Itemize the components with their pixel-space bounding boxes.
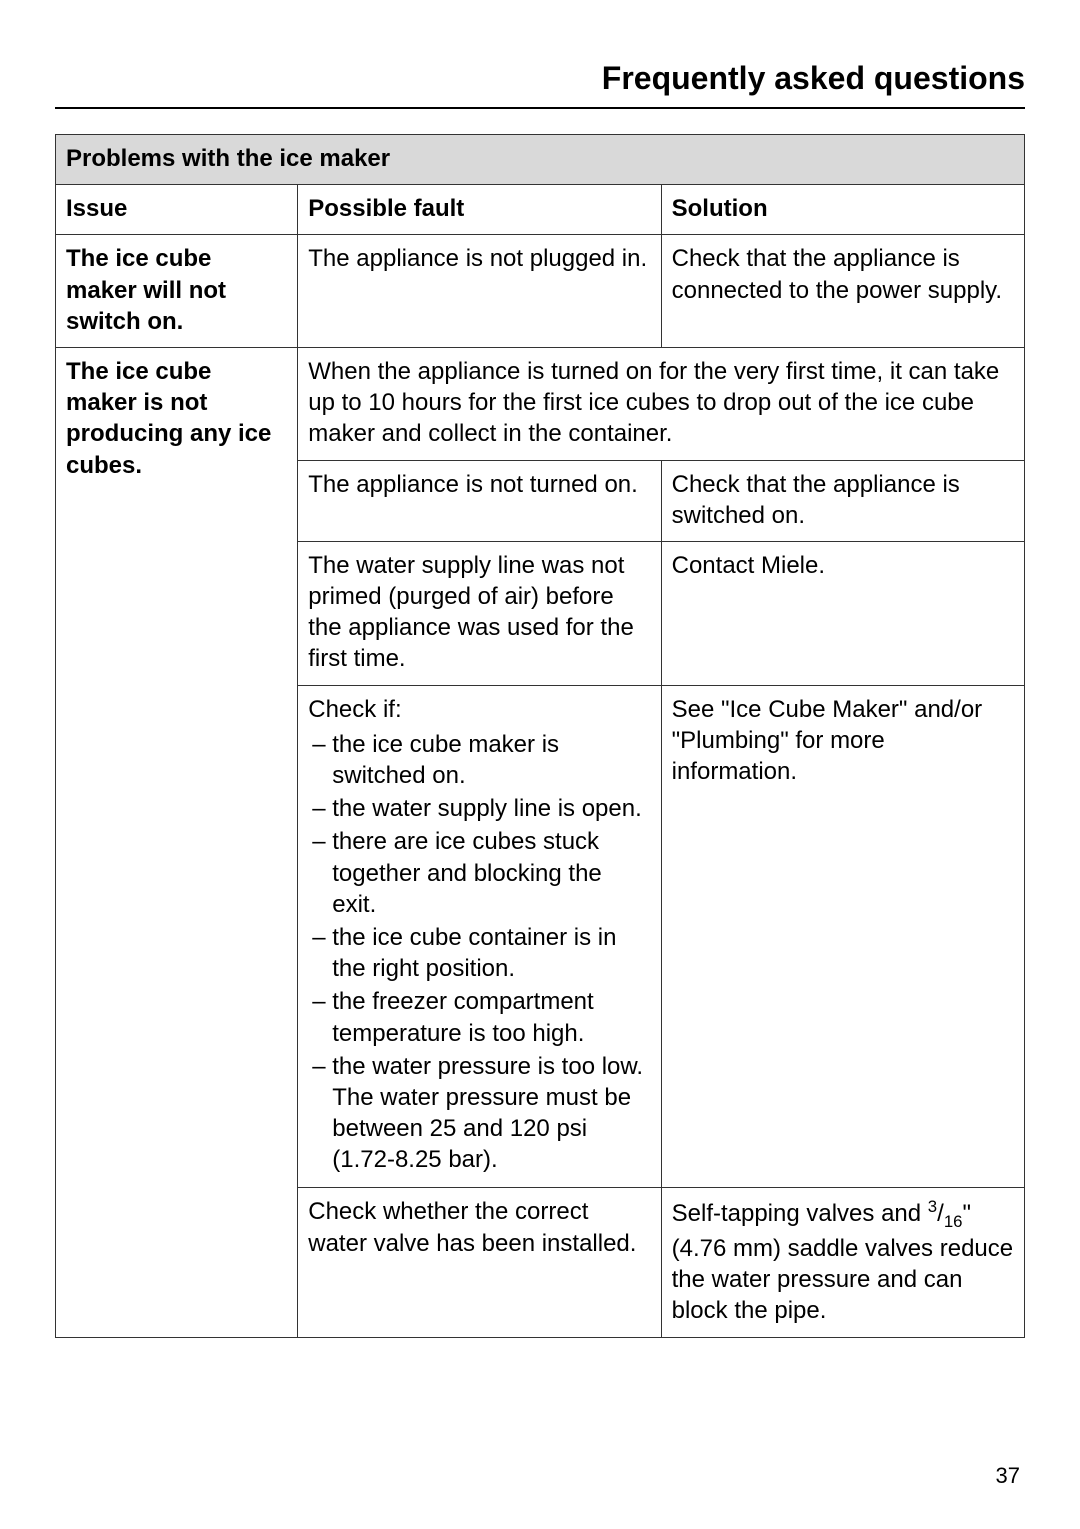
- list-item: –the freezer compartment temperature is …: [308, 986, 650, 1048]
- dash-icon: –: [312, 986, 332, 1017]
- list-item-text: the water pressure is too low. The water…: [332, 1051, 650, 1176]
- solution-cell: Self-tapping valves and 3/16" (4.76 mm) …: [661, 1188, 1024, 1337]
- list-item-text: the ice cube container is in the right p…: [332, 922, 650, 984]
- table-row: The ice cube maker will not switch on. T…: [56, 235, 1025, 348]
- page-number: 37: [996, 1463, 1020, 1489]
- solution-cell: Contact Miele.: [661, 541, 1024, 685]
- dash-icon: –: [312, 729, 332, 760]
- header-solution: Solution: [661, 185, 1024, 235]
- section-header-row: Problems with the ice maker: [56, 135, 1025, 185]
- list-item: –the ice cube maker is switched on.: [308, 729, 650, 791]
- fault-cell: The appliance is not plugged in.: [298, 235, 661, 348]
- dash-icon: –: [312, 1051, 332, 1082]
- list-item: –there are ice cubes stuck together and …: [308, 826, 650, 920]
- fraction: 3/16: [928, 1196, 963, 1233]
- dash-icon: –: [312, 826, 332, 857]
- solution-text-prefix: Self-tapping valves and: [672, 1200, 928, 1227]
- dash-icon: –: [312, 922, 332, 953]
- dash-icon: –: [312, 793, 332, 824]
- fault-cell: Check whether the correct water valve ha…: [298, 1188, 661, 1337]
- fault-span-cell: When the appliance is turned on for the …: [298, 347, 1025, 460]
- header-issue: Issue: [56, 185, 298, 235]
- list-item: –the ice cube container is in the right …: [308, 922, 650, 984]
- fault-cell: The appliance is not turned on.: [298, 460, 661, 541]
- list-item: –the water pressure is too low. The wate…: [308, 1051, 650, 1176]
- faq-table: Problems with the ice maker Issue Possib…: [55, 134, 1025, 1338]
- header-fault: Possible fault: [298, 185, 661, 235]
- solution-cell: Check that the appliance is connected to…: [661, 235, 1024, 348]
- list-item-text: the freezer compartment temperature is t…: [332, 986, 650, 1048]
- checklist-intro: Check if:: [308, 694, 650, 725]
- list-item-text: the ice cube maker is switched on.: [332, 729, 650, 791]
- list-item-text: the water supply line is open.: [332, 793, 650, 824]
- fraction-denominator: 16: [944, 1212, 963, 1231]
- page-title: Frequently asked questions: [55, 60, 1025, 109]
- column-headers-row: Issue Possible fault Solution: [56, 185, 1025, 235]
- fraction-numerator: 3: [928, 1197, 937, 1216]
- table-row: The ice cube maker is not producing any …: [56, 347, 1025, 460]
- fault-checklist-cell: Check if: –the ice cube maker is switche…: [298, 685, 661, 1188]
- fault-cell: The water supply line was not primed (pu…: [298, 541, 661, 685]
- section-header: Problems with the ice maker: [56, 135, 1025, 185]
- solution-cell: Check that the appliance is switched on.: [661, 460, 1024, 541]
- issue-cell: The ice cube maker will not switch on.: [56, 235, 298, 348]
- list-item-text: there are ice cubes stuck together and b…: [332, 826, 650, 920]
- checklist: –the ice cube maker is switched on.–the …: [308, 729, 650, 1176]
- issue-cell: The ice cube maker is not producing any …: [56, 347, 298, 1337]
- solution-cell: See "Ice Cube Maker" and/or "Plumbing" f…: [661, 685, 1024, 1188]
- list-item: –the water supply line is open.: [308, 793, 650, 824]
